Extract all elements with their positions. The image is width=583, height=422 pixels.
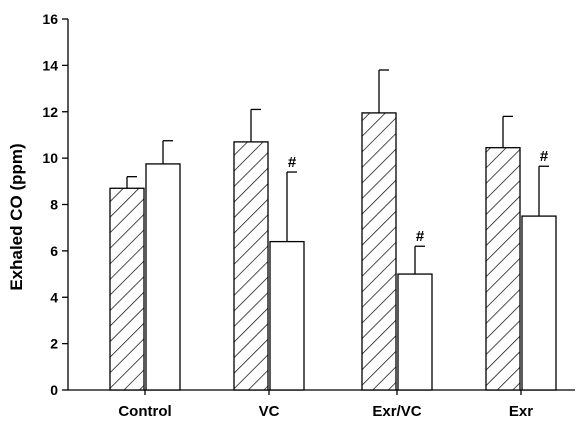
y-tick-label: 8 xyxy=(50,197,58,213)
x-tick-label: Exr/VC xyxy=(372,403,421,420)
y-tick-label: 10 xyxy=(42,150,58,166)
y-tick-label: 14 xyxy=(42,57,58,73)
y-tick-label: 4 xyxy=(50,289,58,305)
x-tick-label: VC xyxy=(259,403,280,420)
bar xyxy=(109,187,145,391)
significance-label: # xyxy=(540,148,549,165)
bar xyxy=(521,215,557,391)
significance-label: # xyxy=(416,228,425,245)
y-axis-title: Exhaled CO (ppm) xyxy=(7,143,26,290)
bars xyxy=(109,69,557,391)
bar xyxy=(485,147,521,391)
significance-label: # xyxy=(288,154,297,171)
y-tick-label: 6 xyxy=(50,243,58,259)
y-tick-label: 12 xyxy=(42,104,58,120)
bar xyxy=(145,163,181,391)
bar xyxy=(397,273,433,391)
y-tick-label: 2 xyxy=(50,336,58,352)
y-tick-label: 0 xyxy=(50,382,58,398)
y-tick-label: 16 xyxy=(42,11,58,27)
x-tick-label: Exr xyxy=(509,403,533,420)
labels: 0 2 4 6 8 10 12 14 16 Control VC # Exr/VC # Exr # xyxy=(42,11,548,420)
bar xyxy=(233,141,269,391)
x-tick-label: Control xyxy=(118,403,171,420)
bar xyxy=(269,240,305,391)
bar xyxy=(361,112,397,391)
